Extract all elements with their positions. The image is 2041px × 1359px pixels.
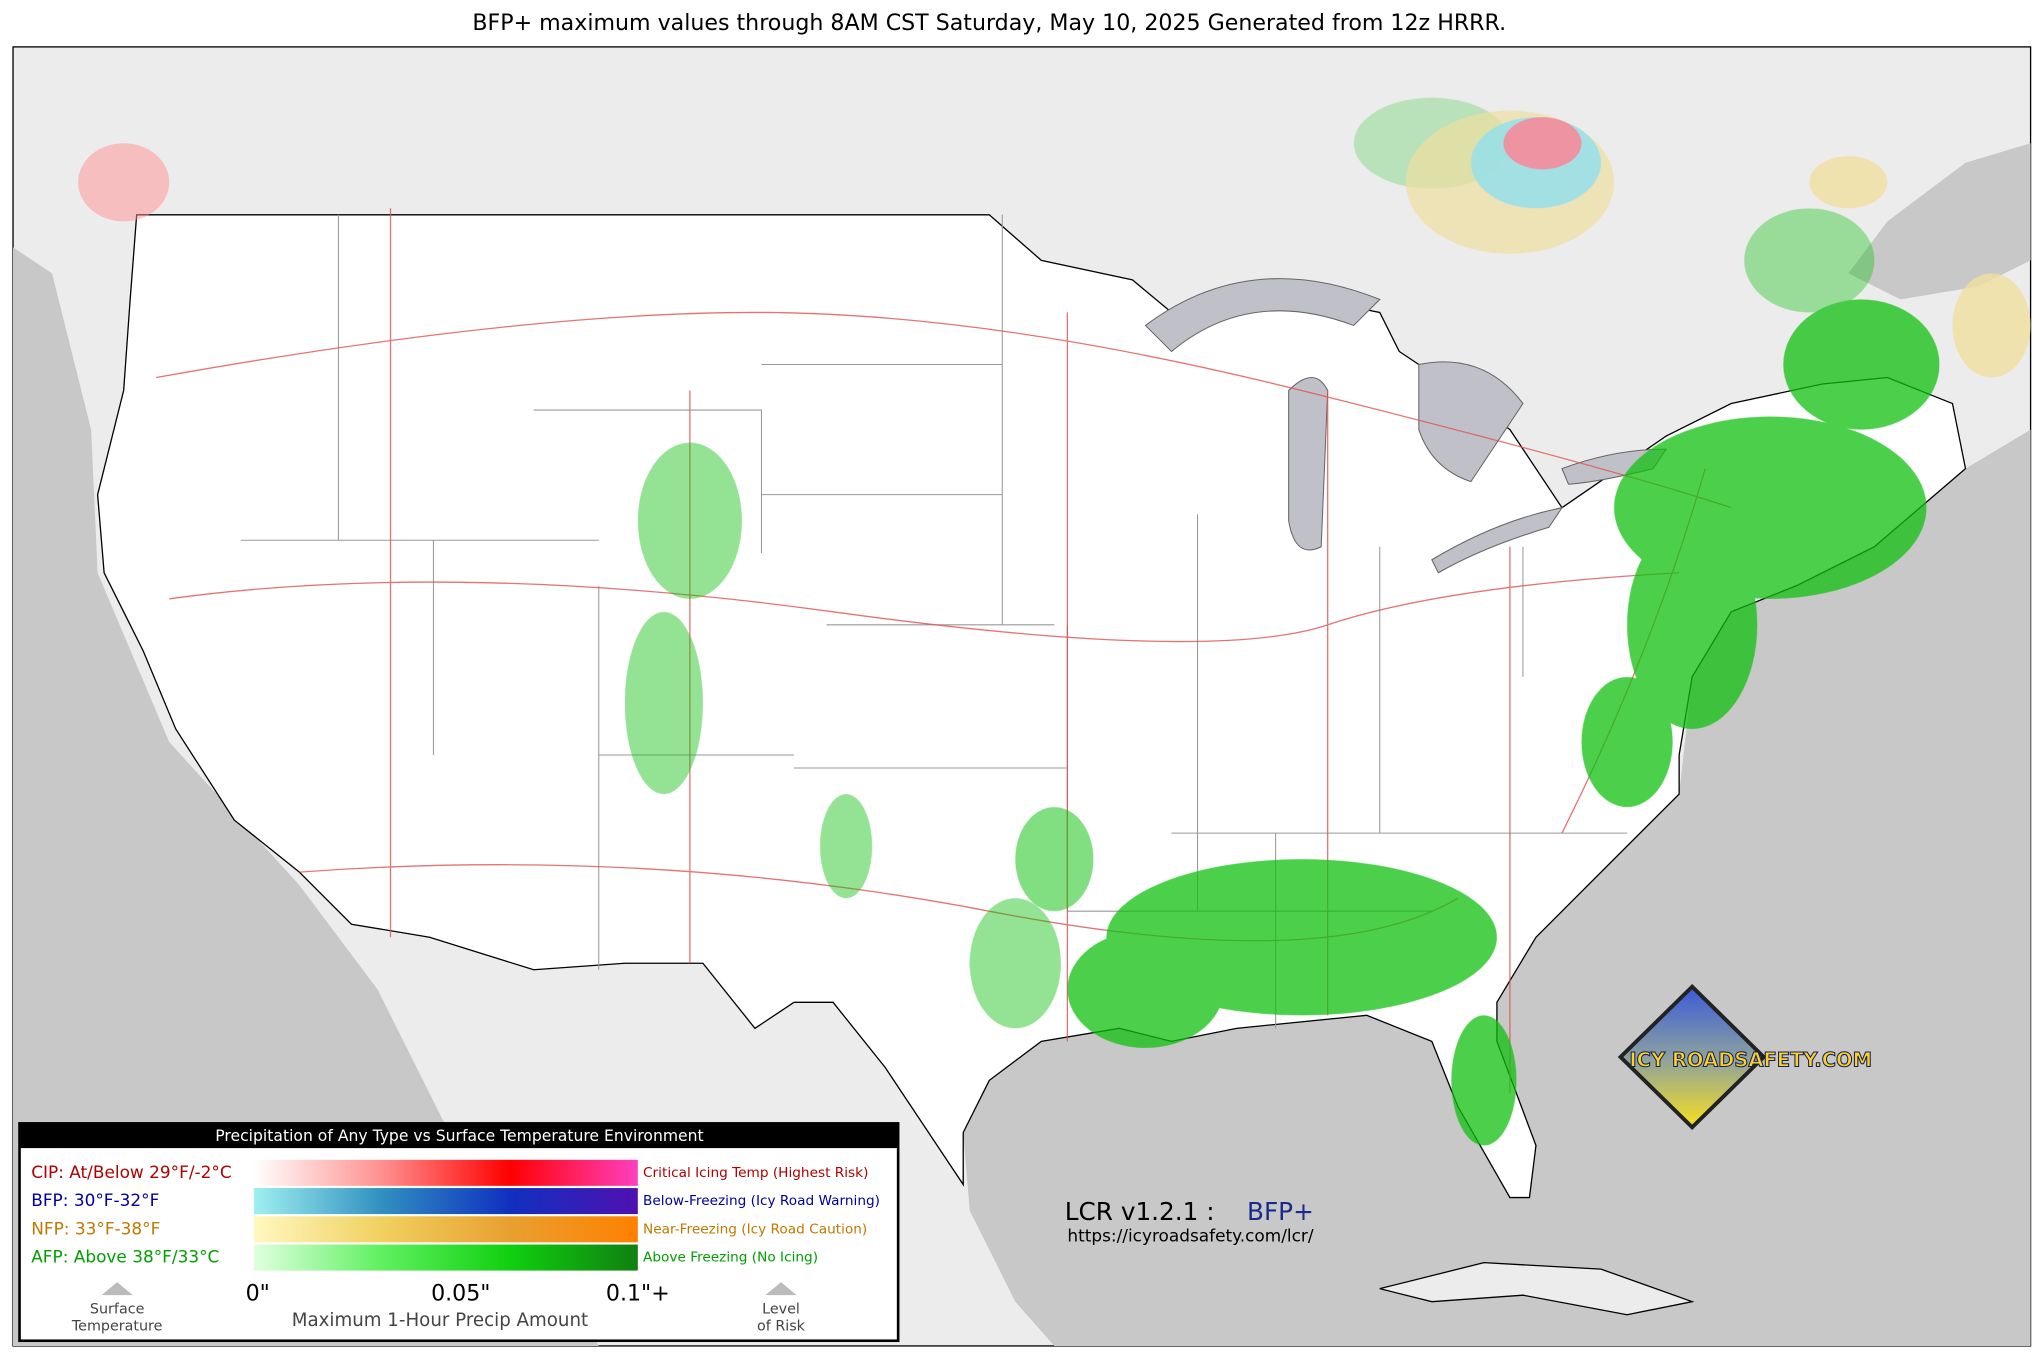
legend: Precipitation of Any Type vs Surface Tem…: [18, 1122, 900, 1343]
legend-header-bar: [19, 1123, 899, 1149]
legend-color-bar: [253, 1216, 638, 1243]
right-caption: Level: [762, 1302, 800, 1318]
precip-afp: [624, 97, 1940, 1146]
scale-title: Maximum 1-Hour Precip Amount: [292, 1310, 588, 1331]
lake-erie: [1431, 506, 1564, 574]
scale-tick-label: 0.1"+: [606, 1280, 670, 1306]
logo: ICY ROADSAFETY.COM: [1617, 983, 1873, 1131]
scale-tick-label: 0.05": [431, 1280, 490, 1306]
great-lakes: [1144, 278, 1668, 574]
product-name: BFP+: [1247, 1197, 1314, 1226]
legend-code-label: AFP: Above 38°F/33°C: [31, 1247, 219, 1267]
lake-huron: [1418, 361, 1524, 483]
legend-code-label: BFP: 30°F-32°F: [31, 1190, 159, 1210]
legend-code-label: NFP: 33°F-38°F: [31, 1218, 160, 1238]
legend-color-bar: [253, 1244, 638, 1271]
legend-color-bar: [253, 1159, 638, 1186]
legend-color-bar: [253, 1188, 638, 1215]
logo-text: ICY ROADSAFETY.COM: [1629, 1048, 1872, 1071]
usa: [96, 214, 1967, 1199]
product-url: https://icyroadsafety.com/lcr/: [1067, 1226, 1313, 1246]
right-arrow: [765, 1282, 797, 1296]
lake-superior: [1144, 278, 1381, 353]
left-caption: Temperature: [71, 1318, 163, 1334]
legend-description: Above Freezing (No Icing): [643, 1250, 818, 1266]
lake-michigan: [1288, 377, 1329, 551]
atlantic-gulf: [963, 143, 2031, 1346]
pacific-ocean: [13, 247, 599, 1346]
precip-canada-mixed: [78, 110, 2031, 378]
title: BFP+ maximum values through 8AM CST Satu…: [472, 10, 1506, 36]
logo-diamond: [1617, 983, 1767, 1131]
left-caption: Surface: [90, 1302, 145, 1318]
left-arrow: [101, 1282, 133, 1296]
legend-description: Near-Freezing (Icy Road Caution): [643, 1221, 867, 1237]
legend-description: Below-Freezing (Icy Road Warning): [643, 1193, 880, 1209]
scale-tick-label: 0": [246, 1280, 270, 1306]
legend-description: Critical Icing Temp (Highest Risk): [643, 1165, 868, 1181]
right-caption: of Risk: [757, 1318, 806, 1334]
product-version: LCR v1.2.1 :: [1065, 1197, 1215, 1226]
cuba: [1379, 1261, 1695, 1316]
legend-code-label: CIP: At/Below 29°F/-2°C: [31, 1162, 231, 1182]
legend-header: Precipitation of Any Type vs Surface Tem…: [215, 1127, 703, 1145]
